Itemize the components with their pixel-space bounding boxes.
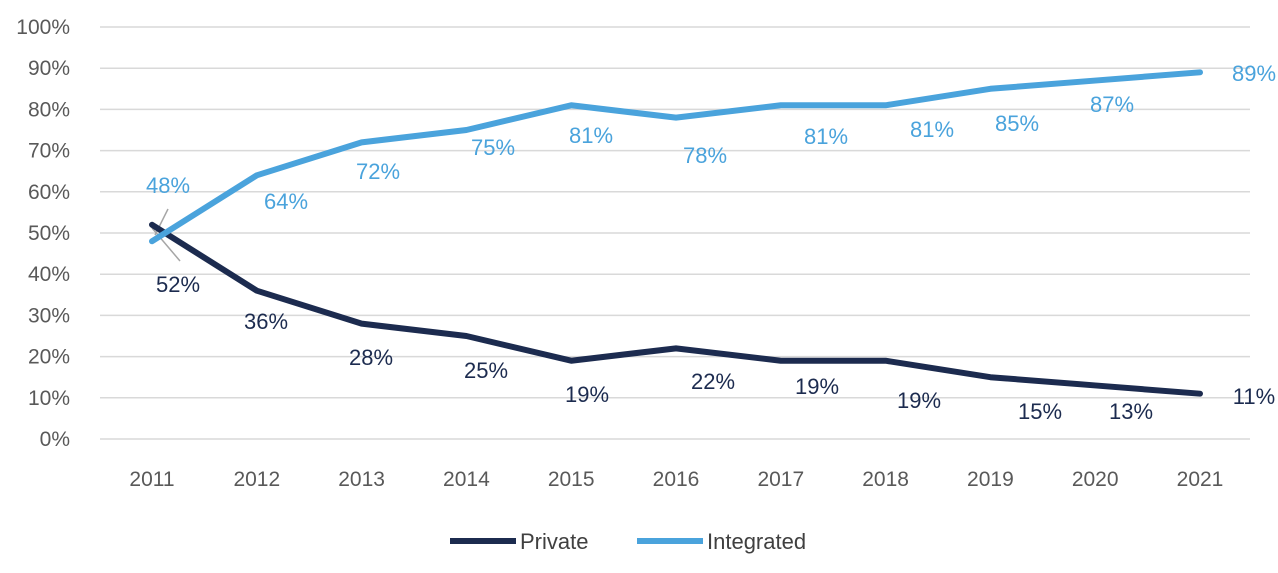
data-label: 28%	[349, 345, 393, 370]
series-line-private	[149, 221, 1203, 397]
series-line-integrated	[149, 69, 1203, 245]
x-tick-label: 2017	[757, 468, 804, 491]
x-tick-label: 2011	[129, 468, 174, 491]
x-tick-label: 2014	[443, 468, 490, 491]
data-label: 89%	[1232, 61, 1276, 86]
data-label: 48%	[146, 173, 190, 198]
y-tick-label: 90%	[28, 57, 70, 80]
data-label: 15%	[1018, 399, 1062, 424]
y-tick-label: 70%	[28, 140, 70, 163]
data-label: 78%	[683, 143, 727, 168]
data-label: 19%	[795, 374, 839, 399]
data-labels: 52% 36% 28% 25% 19% 22% 19% 19% 15% 13% 11% 48% 64% 7…	[146, 61, 1276, 424]
x-tick-label: 2018	[862, 468, 909, 491]
x-tick-label: 2020	[1072, 468, 1119, 491]
x-tick-label: 2013	[338, 468, 385, 491]
y-tick-label: 30%	[28, 304, 70, 327]
data-label: 81%	[804, 124, 848, 149]
leader-line	[151, 227, 181, 262]
x-tick-label: 2019	[967, 468, 1014, 491]
data-label: 19%	[897, 388, 941, 413]
y-tick-label: 40%	[28, 263, 70, 286]
data-label: 11%	[1233, 384, 1275, 409]
data-label: 25%	[464, 358, 508, 383]
gridlines	[100, 26, 1250, 440]
x-tick-label: 2012	[233, 468, 280, 491]
y-tick-label: 0%	[40, 428, 70, 451]
data-label: 22%	[691, 369, 735, 394]
data-label: 72%	[356, 159, 400, 184]
data-label: 81%	[569, 123, 613, 148]
data-label: 13%	[1109, 399, 1153, 424]
x-tick-label: 2021	[1177, 468, 1224, 491]
x-tick-label: 2015	[548, 468, 595, 491]
y-tick-label: 20%	[28, 346, 70, 369]
data-label: 36%	[244, 309, 288, 334]
x-axis-ticks: 2011 2012 2013 2014 2015 2016 2017 2018 2019 2020…	[129, 468, 1223, 491]
data-label: 75%	[471, 135, 515, 160]
legend: Private Integrated	[450, 529, 806, 554]
data-label: 85%	[995, 111, 1039, 136]
y-tick-label: 100%	[16, 16, 70, 39]
data-label: 81%	[910, 117, 954, 142]
y-tick-label: 60%	[28, 181, 70, 204]
data-label: 19%	[565, 382, 609, 407]
y-tick-label: 10%	[28, 387, 70, 410]
data-label: 52%	[156, 272, 200, 297]
y-tick-label: 50%	[28, 222, 70, 245]
data-label: 64%	[264, 189, 308, 214]
data-label: 87%	[1090, 92, 1134, 117]
y-tick-label: 80%	[28, 98, 70, 121]
y-axis-ticks: 0% 10% 20% 30% 40% 50% 60% 70% 80% 90% 100%	[16, 16, 70, 451]
legend-label: Integrated	[707, 529, 806, 554]
series-lines	[149, 69, 1203, 397]
x-tick-label: 2016	[653, 468, 700, 491]
legend-label: Private	[520, 529, 588, 554]
